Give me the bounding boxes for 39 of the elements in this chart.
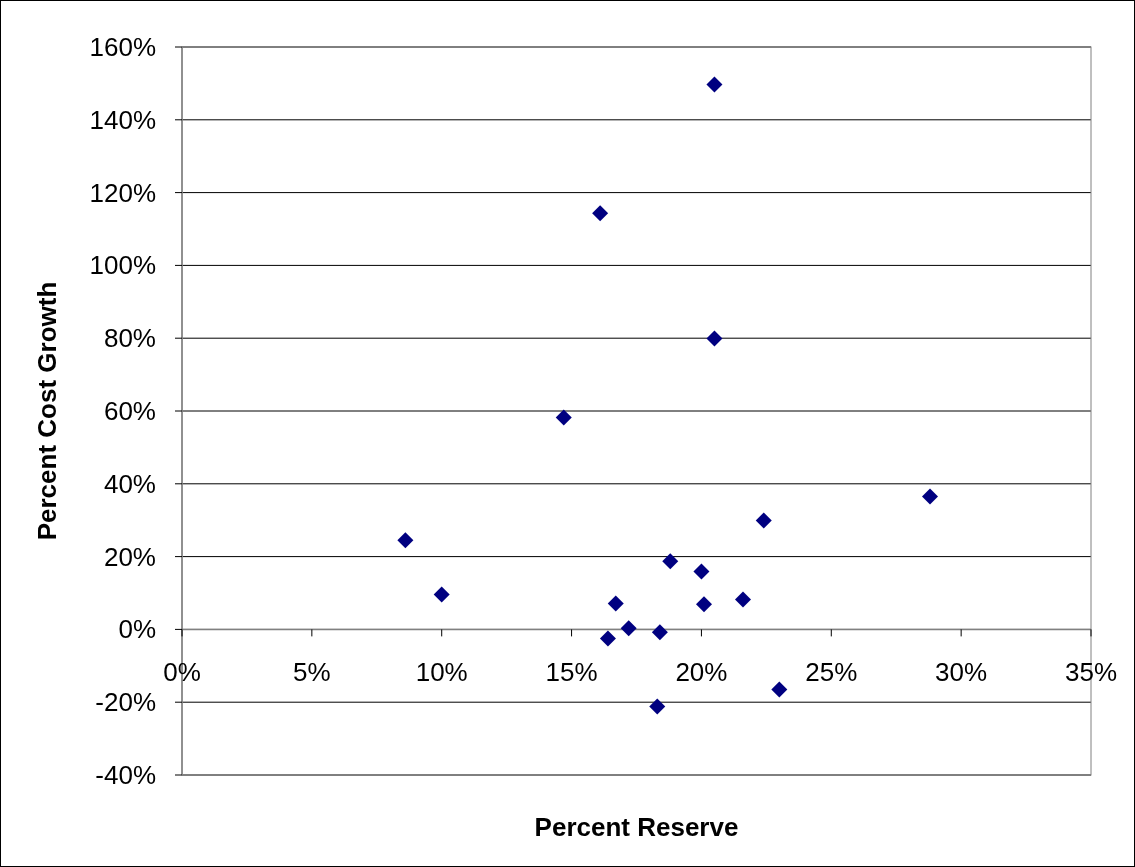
y-tick-label: 100% <box>89 250 156 281</box>
x-tick-label: 10% <box>415 657 468 688</box>
point <box>755 512 772 529</box>
point <box>706 330 723 347</box>
point <box>592 205 609 222</box>
point <box>607 595 624 612</box>
x-tick-label: 30% <box>935 657 988 688</box>
y-tick-label: 60% <box>103 396 156 426</box>
x-tick-label: 20% <box>675 657 728 688</box>
point <box>599 630 616 647</box>
y-tick-label: 160% <box>89 32 156 62</box>
point <box>662 553 679 570</box>
y-tick-label: 120% <box>89 177 156 208</box>
x-tick-label: 25% <box>805 657 858 688</box>
point <box>696 596 713 613</box>
point <box>620 620 637 637</box>
y-tick-label: 140% <box>89 104 156 135</box>
x-tick-label: 35% <box>1064 657 1118 688</box>
x-tick-label: 5% <box>293 657 331 688</box>
y-tick-label: 40% <box>103 468 156 499</box>
point <box>693 563 710 580</box>
point <box>433 586 450 603</box>
y-tick-label: -20% <box>95 687 156 718</box>
point <box>649 698 666 715</box>
point <box>651 624 668 641</box>
y-tick-label: 80% <box>103 323 156 354</box>
y-tick-label: 20% <box>103 541 156 572</box>
x-tick-label: 15% <box>545 657 598 688</box>
point <box>555 409 572 426</box>
x-axis-title: Percent Reserve <box>534 812 739 842</box>
y-axis-title: Percent Cost Growth <box>32 281 62 541</box>
y-tick-label: 0% <box>118 614 156 645</box>
point <box>734 591 751 608</box>
point <box>397 532 414 549</box>
point <box>771 681 788 698</box>
y-tick-label: -40% <box>95 760 156 790</box>
point <box>921 488 938 505</box>
point <box>706 76 723 93</box>
x-tick-label: 0% <box>163 657 201 688</box>
